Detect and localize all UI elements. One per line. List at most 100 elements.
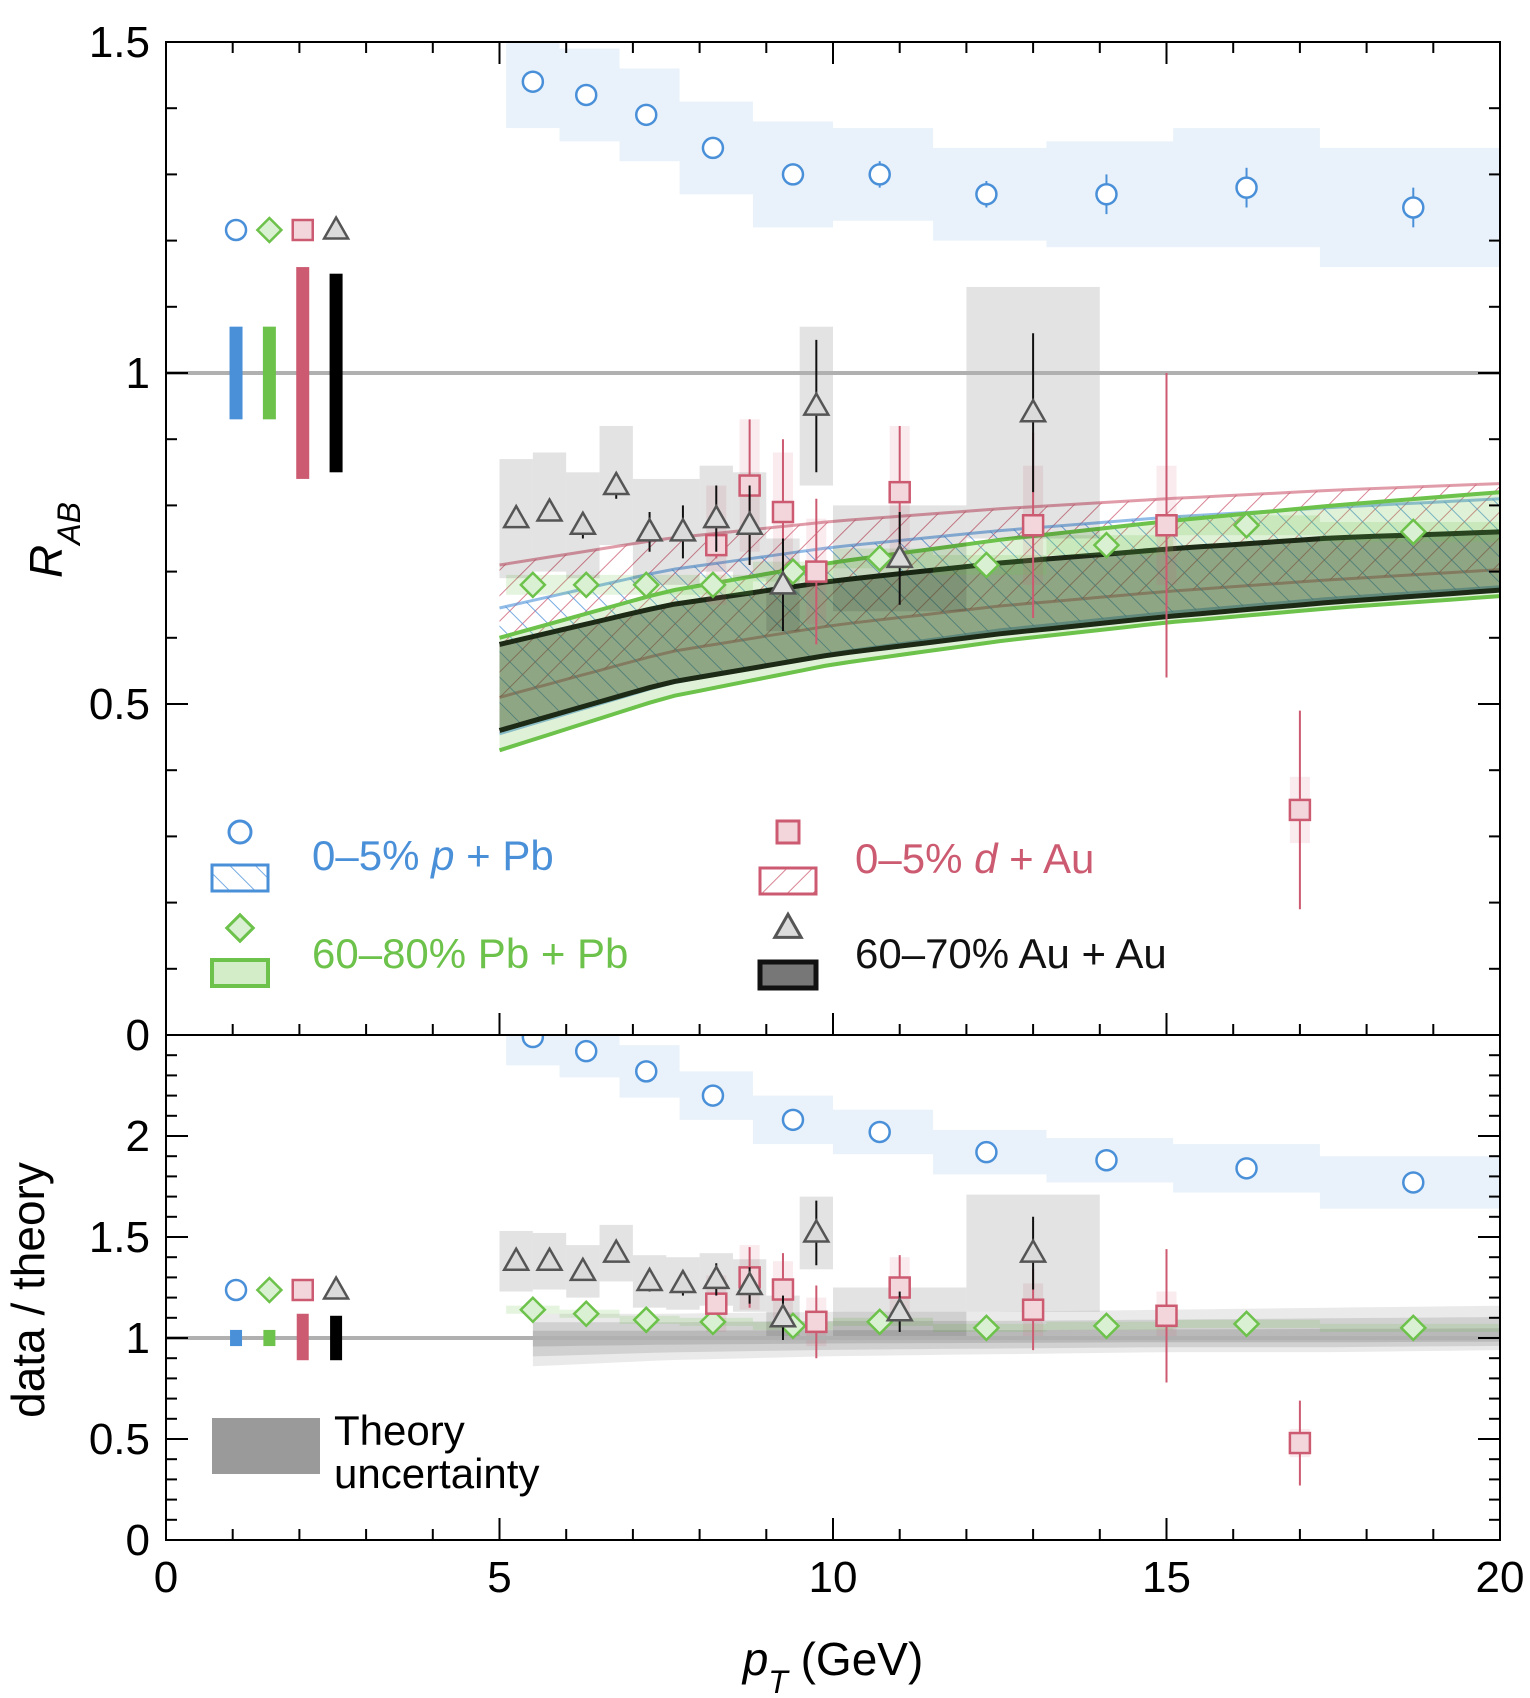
legend-PbPb-label: 60–80% Pb + Pb xyxy=(312,930,628,977)
top-point-PbPb-3 xyxy=(699,571,727,599)
top-point-pPb-1 xyxy=(574,83,598,107)
bottom-point-PbPb-9 xyxy=(1399,1314,1428,1342)
top-point-dAu-4 xyxy=(888,480,911,504)
top-norm-bar-PbPb xyxy=(262,326,276,420)
bottom-norm-bar-pPb xyxy=(230,1329,243,1347)
bottom-y-tick-label: 0 xyxy=(126,1516,150,1565)
theory-band-AuAu-lower xyxy=(498,587,1500,733)
legend-theory-line2: uncertainty xyxy=(334,1450,539,1497)
x-axis-title: pT (GeV) xyxy=(741,1633,924,1698)
top-y-tick-label: 0 xyxy=(126,1011,150,1060)
legend-marker-pPb xyxy=(227,819,253,845)
top-normalization-bars xyxy=(224,214,351,479)
top-point-PbPb-0 xyxy=(519,571,547,599)
axis-ticks: 0 5 10 15 20 0 0.5 1 1.5 0 0.5 1 1.5 2 xyxy=(89,18,1525,1602)
top-point-pPb-3 xyxy=(701,136,725,160)
top-point-dAu-7 xyxy=(1288,798,1312,822)
top-norm-bar-pPb xyxy=(229,326,243,420)
top-point-pPb-5 xyxy=(868,163,891,186)
bottom-point-AuAu-10 xyxy=(885,1296,914,1322)
bottom-point-PbPb-8 xyxy=(1232,1310,1261,1338)
top-point-pPb-8 xyxy=(1235,176,1258,199)
bottom-normalization-bars xyxy=(224,1274,351,1361)
theory-band-AuAu xyxy=(499,531,1500,731)
top-point-dAu-5 xyxy=(1021,514,1045,537)
x-tick-label: 10 xyxy=(809,1553,858,1602)
bottom-point-AuAu-8 xyxy=(768,1302,798,1328)
legend-AuAu-label: 60–70% Au + Au xyxy=(855,930,1167,977)
bottom-point-AuAu-9 xyxy=(802,1217,831,1243)
bottom-point-PbPb-1 xyxy=(572,1299,600,1328)
top-norm-marker-pPb xyxy=(224,218,248,242)
bottom-point-PbPb-3 xyxy=(699,1308,727,1336)
legend-marker-dAu xyxy=(775,819,801,845)
y-axis-title-bottom: data / theory xyxy=(2,1162,54,1418)
legend-band-AuAu xyxy=(757,959,819,991)
top-point-AuAu-0 xyxy=(502,503,531,529)
bottom-point-pPb-7 xyxy=(1095,1148,1118,1172)
theory-band-PbPb-lower xyxy=(498,594,1500,753)
top-point-PbPb-7 xyxy=(1092,531,1121,559)
top-point-pPb-7 xyxy=(1095,183,1118,206)
bottom-y-tick-label: 0.5 xyxy=(89,1415,150,1464)
top-point-pPb-6 xyxy=(975,183,998,206)
bottom-point-AuAu-2 xyxy=(568,1256,598,1282)
svg-text:data / theory: data / theory xyxy=(2,1162,54,1418)
legend-marker-PbPb xyxy=(224,912,256,944)
bottom-legend: Theory uncertainty xyxy=(212,1407,539,1497)
bottom-point-pPb-8 xyxy=(1235,1157,1258,1180)
top-point-AuAu-9 xyxy=(802,391,831,416)
top-point-AuAu-7 xyxy=(735,510,764,536)
top-norm-marker-dAu xyxy=(291,218,314,242)
theory-band-PbPb xyxy=(499,492,1500,751)
top-point-PbPb-8 xyxy=(1232,511,1261,540)
bottom-point-AuAu-3 xyxy=(602,1238,631,1263)
bottom-point-pPb-3 xyxy=(701,1084,725,1107)
bottom-point-pPb-6 xyxy=(975,1140,998,1164)
bottom-norm-bar-AuAu xyxy=(330,1315,343,1361)
top-point-AuAu-10 xyxy=(885,543,914,569)
bottom-data-points xyxy=(502,1035,1428,1486)
x-tick-label: 0 xyxy=(154,1553,178,1602)
top-norm-bar-AuAu xyxy=(329,273,343,473)
theory-band-pPb xyxy=(499,498,1500,734)
bottom-point-pPb-0 xyxy=(521,1035,545,1049)
bottom-point-dAu-3 xyxy=(805,1310,828,1334)
bottom-y-tick-label: 1 xyxy=(126,1314,150,1363)
legend-pPb-symbol xyxy=(210,819,270,893)
legend-band-PbPb xyxy=(210,958,270,988)
bottom-point-pPb-2 xyxy=(634,1060,658,1083)
bottom-point-dAu-0 xyxy=(705,1292,728,1315)
bottom-point-AuAu-7 xyxy=(735,1270,764,1296)
top-y-tick-label: 0.5 xyxy=(89,680,150,729)
bottom-norm-bar-dAu xyxy=(296,1313,309,1361)
theory-band-dAu-upper xyxy=(499,482,1500,567)
bottom-norm-bar-PbPb xyxy=(263,1329,276,1347)
bottom-point-pPb-4 xyxy=(781,1108,805,1132)
top-point-AuAu-11 xyxy=(1018,397,1048,423)
bottom-point-dAu-5 xyxy=(1021,1298,1045,1321)
legend-theory-uncertainty-swatch xyxy=(212,1418,320,1474)
bottom-point-pPb-5 xyxy=(868,1120,891,1144)
top-point-dAu-2 xyxy=(771,500,795,524)
bottom-point-AuAu-0 xyxy=(502,1246,531,1271)
top-point-AuAu-5 xyxy=(668,516,698,542)
top-systematic-boxes xyxy=(499,42,1500,844)
top-point-pPb-9 xyxy=(1402,196,1425,219)
top-point-pPb-4 xyxy=(781,163,805,186)
legend-pPb-label: 0–5% p + Pb xyxy=(312,832,554,879)
top-norm-marker-AuAu xyxy=(321,214,351,240)
bottom-norm-marker-AuAu xyxy=(321,1274,351,1300)
top-point-PbPb-1 xyxy=(572,571,600,599)
bottom-y-tick-label: 1.5 xyxy=(89,1213,150,1262)
top-norm-marker-PbPb xyxy=(255,216,284,244)
bottom-point-PbPb-7 xyxy=(1092,1312,1121,1340)
bottom-point-dAu-6 xyxy=(1155,1304,1178,1328)
theory-band-AuAu-upper xyxy=(498,529,1500,647)
top-y-tick-label: 1.5 xyxy=(89,18,150,67)
top-point-PbPb-6 xyxy=(972,551,1001,579)
top-point-PbPb-9 xyxy=(1399,518,1428,546)
bottom-point-PbPb-6 xyxy=(972,1314,1001,1342)
top-point-AuAu-2 xyxy=(568,510,598,536)
x-tick-label: 5 xyxy=(487,1553,511,1602)
